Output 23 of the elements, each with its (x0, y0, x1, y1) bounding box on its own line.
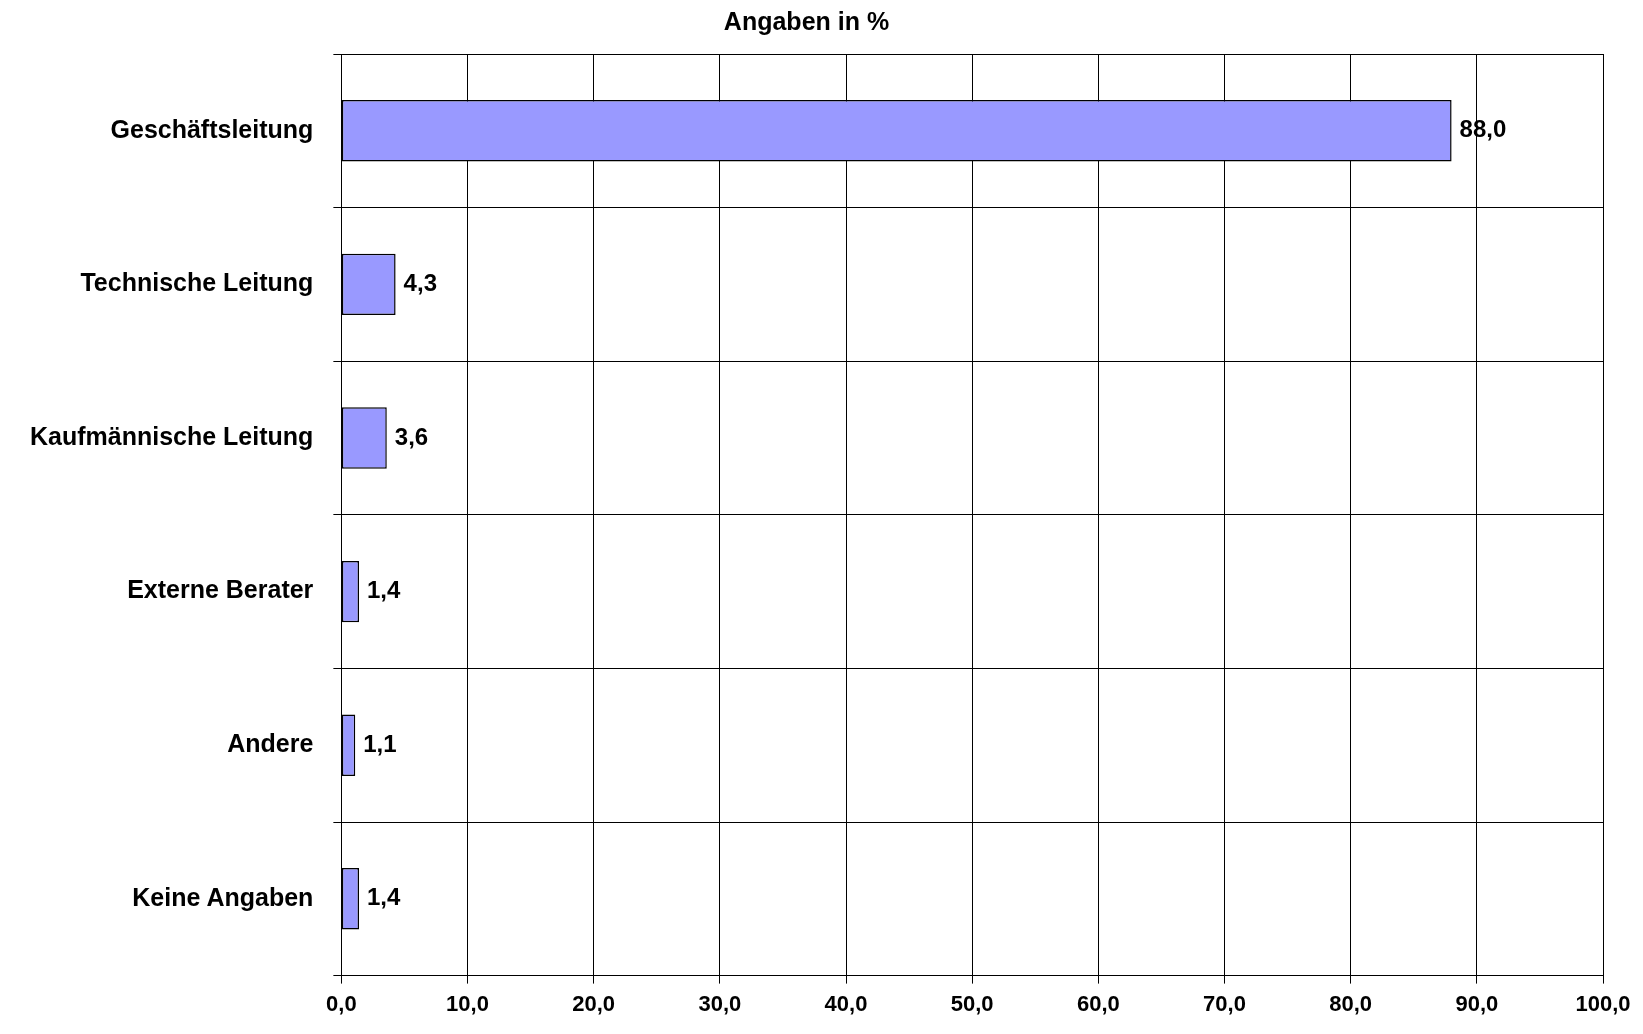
y-tick-label: Geschäftsleitung (110, 114, 314, 143)
x-tick-label: 30,0 (698, 990, 742, 1016)
x-tick-label: 10,0 (446, 990, 489, 1016)
data-label: 1,4 (367, 576, 402, 604)
x-tick-label: 0,0 (326, 990, 357, 1016)
x-tick-label: 50,0 (950, 990, 994, 1016)
data-label: 3,6 (394, 422, 429, 450)
data-label: 1,1 (363, 729, 397, 757)
y-tick-label: Keine Angaben (132, 882, 314, 911)
chart-title: Angaben in % (723, 6, 890, 35)
data-label: 4,3 (403, 269, 437, 297)
x-tick-label: 90,0 (1455, 990, 1499, 1016)
x-tick-label: 40,0 (824, 990, 868, 1016)
y-tick-label: Externe Berater (127, 575, 314, 604)
x-tick-label: 100,0 (1575, 990, 1631, 1016)
y-tick-label: Technische Leitung (80, 268, 314, 297)
x-tick-label: 20,0 (572, 990, 616, 1016)
y-tick-label: Andere (227, 729, 314, 758)
y-tick-label: Kaufmännische Leitung (29, 421, 314, 450)
data-label: 1,4 (367, 883, 402, 911)
x-tick-label: 70,0 (1203, 990, 1246, 1016)
x-tick-label: 80,0 (1329, 990, 1373, 1016)
x-tick-label: 60,0 (1076, 990, 1120, 1016)
